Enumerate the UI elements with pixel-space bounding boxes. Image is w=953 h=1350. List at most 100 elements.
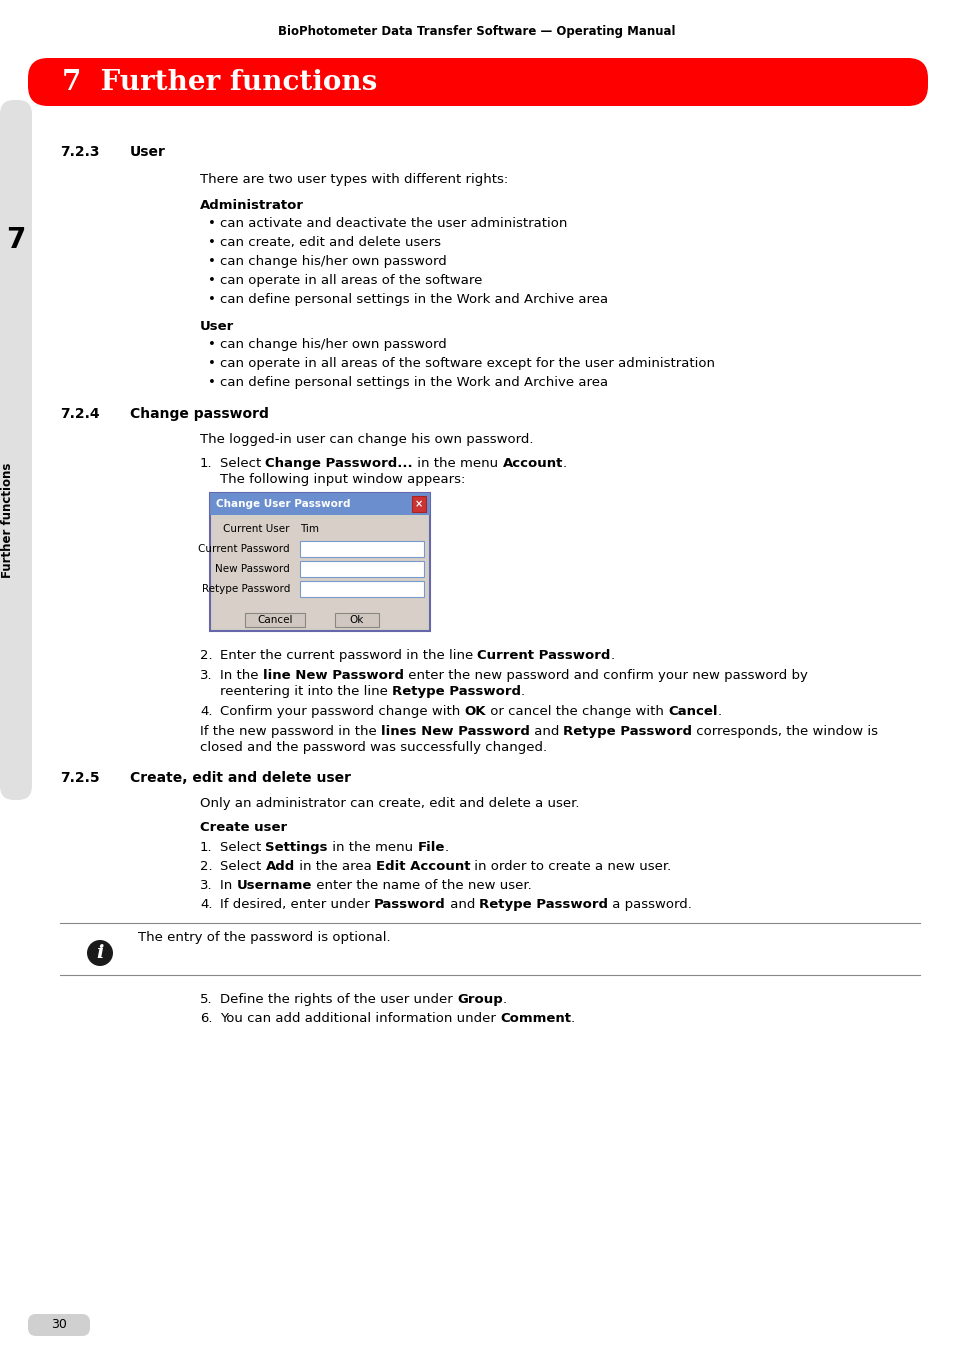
Text: •: • [208,217,215,230]
Bar [210,493,430,630]
Text: If desired, enter under: If desired, enter under [220,898,374,911]
Text: •: • [208,377,215,389]
Text: Retype Password: Retype Password [478,898,608,911]
Text: The logged-in user can change his own password.: The logged-in user can change his own pa… [200,433,533,446]
Text: line New Password: line New Password [262,670,403,682]
Text: The following input window appears:: The following input window appears: [220,472,465,486]
Text: Tim: Tim [299,524,318,535]
Text: Current Password: Current Password [198,544,290,554]
Text: Retype Password: Retype Password [563,725,692,738]
Text: Group: Group [456,994,502,1006]
Bar [299,580,423,597]
Text: •: • [208,293,215,306]
Text: 7  Further functions: 7 Further functions [62,69,376,96]
Text: 5.: 5. [200,994,213,1006]
Text: lines New Password: lines New Password [380,725,529,738]
Text: Select: Select [220,860,265,873]
Text: Confirm your password change with: Confirm your password change with [220,705,464,718]
Text: 4.: 4. [200,898,213,911]
Text: •: • [208,356,215,370]
FancyBboxPatch shape [0,100,32,801]
Text: in the menu: in the menu [328,841,416,855]
Text: .: . [562,458,566,470]
Text: Edit Account: Edit Account [375,860,470,873]
Text: There are two user types with different rights:: There are two user types with different … [200,173,508,186]
Text: corresponds, the window is: corresponds, the window is [692,725,878,738]
Text: Change Password...: Change Password... [265,458,413,470]
Text: Ok: Ok [350,616,364,625]
Text: reentering it into the line: reentering it into the line [220,684,392,698]
Text: 7.2.5: 7.2.5 [60,771,99,784]
Text: in the area: in the area [294,860,375,873]
Text: Cancel: Cancel [257,616,293,625]
Text: Retype Password: Retype Password [392,684,520,698]
Bar [210,493,430,514]
Text: 30: 30 [51,1319,67,1331]
Text: Username: Username [236,879,312,892]
Text: 2.: 2. [200,649,213,662]
Text: The entry of the password is optional.: The entry of the password is optional. [138,931,390,944]
Text: enter the new password and confirm your new password by: enter the new password and confirm your … [403,670,807,682]
Text: and: and [445,898,478,911]
Text: ×: × [415,500,422,509]
Text: .: . [571,1012,575,1025]
Text: a password.: a password. [608,898,692,911]
Text: Enter the current password in the line: Enter the current password in the line [220,649,477,662]
Text: 4.: 4. [200,705,213,718]
Text: Add: Add [265,860,294,873]
Text: Comment: Comment [499,1012,571,1025]
Text: Administrator: Administrator [200,198,304,212]
Text: 2.: 2. [200,860,213,873]
Text: 6.: 6. [200,1012,213,1025]
Text: .: . [520,684,525,698]
Text: can define personal settings in the Work and Archive area: can define personal settings in the Work… [220,377,607,389]
Text: You can add additional information under: You can add additional information under [220,1012,499,1025]
Text: •: • [208,338,215,351]
Text: enter the name of the new user.: enter the name of the new user. [312,879,531,892]
Text: can define personal settings in the Work and Archive area: can define personal settings in the Work… [220,293,607,306]
Text: Only an administrator can create, edit and delete a user.: Only an administrator can create, edit a… [200,796,578,810]
Text: OK: OK [464,705,485,718]
Bar [335,613,378,626]
Text: 1.: 1. [200,841,213,855]
Bar [412,495,426,512]
Text: 7.2.4: 7.2.4 [60,406,99,421]
Text: or cancel the change with: or cancel the change with [485,705,667,718]
Circle shape [87,940,112,967]
Bar [213,518,426,626]
Text: If the new password in the: If the new password in the [200,725,380,738]
Text: Settings: Settings [265,841,328,855]
Text: 3.: 3. [200,879,213,892]
Text: .: . [502,994,506,1006]
Bar [299,562,423,576]
Text: Select: Select [220,841,265,855]
Text: Create, edit and delete user: Create, edit and delete user [130,771,351,784]
Text: Further functions: Further functions [2,462,14,578]
Text: Password: Password [374,898,445,911]
Text: in order to create a new user.: in order to create a new user. [470,860,671,873]
Text: Change User Password: Change User Password [215,500,350,509]
Text: can change his/her own password: can change his/her own password [220,255,446,269]
Text: .: . [717,705,721,718]
Text: User: User [130,144,166,159]
Text: Define the rights of the user under: Define the rights of the user under [220,994,456,1006]
Text: can create, edit and delete users: can create, edit and delete users [220,236,440,248]
Text: In the: In the [220,670,262,682]
FancyBboxPatch shape [28,58,927,107]
Text: In: In [220,879,236,892]
Text: Change password: Change password [130,406,269,421]
Text: Account: Account [502,458,562,470]
FancyBboxPatch shape [28,1314,90,1336]
Text: can change his/her own password: can change his/her own password [220,338,446,351]
Bar [299,541,423,558]
Text: User: User [200,320,234,333]
Text: can activate and deactivate the user administration: can activate and deactivate the user adm… [220,217,567,230]
Text: Cancel: Cancel [667,705,717,718]
Text: 7.2.3: 7.2.3 [60,144,99,159]
Text: Current User: Current User [223,524,290,535]
Text: New Password: New Password [215,564,290,574]
Text: 7: 7 [7,225,26,254]
Text: File: File [416,841,444,855]
Text: •: • [208,274,215,288]
Text: •: • [208,255,215,269]
